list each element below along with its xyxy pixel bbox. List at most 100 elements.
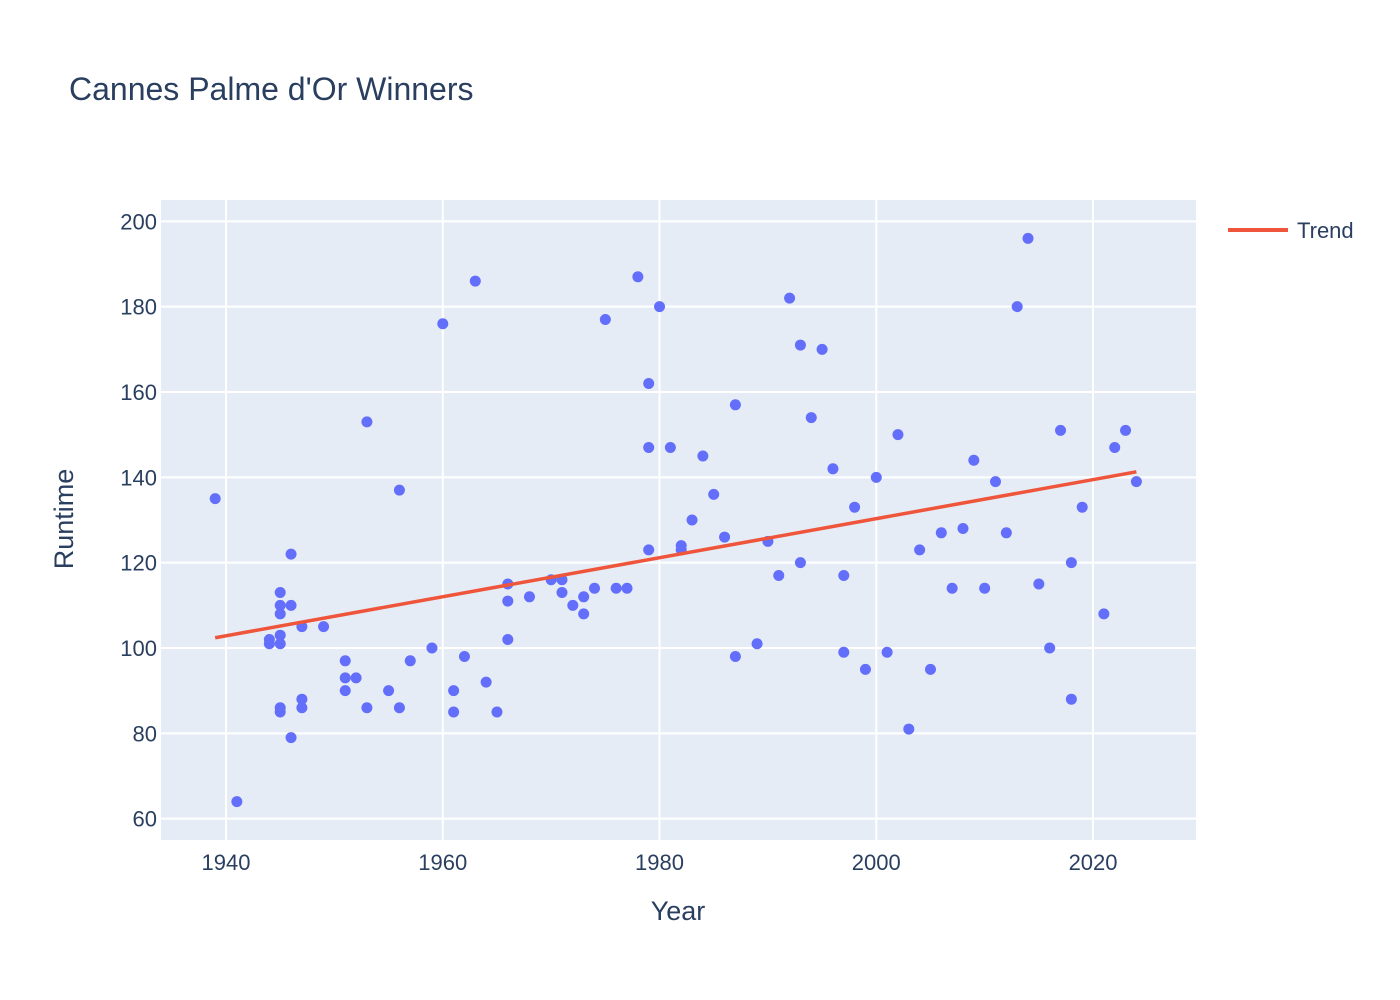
data-point bbox=[361, 416, 373, 428]
data-point bbox=[1065, 557, 1077, 569]
data-point bbox=[751, 638, 763, 650]
data-point bbox=[946, 582, 958, 594]
chart-title: Cannes Palme d'Or Winners bbox=[69, 71, 473, 107]
data-point bbox=[480, 676, 492, 688]
data-point bbox=[318, 621, 330, 633]
data-point bbox=[393, 484, 405, 496]
data-point bbox=[1033, 578, 1045, 590]
data-point bbox=[339, 655, 351, 667]
data-point bbox=[274, 587, 286, 599]
x-axis-title: Year bbox=[651, 896, 706, 926]
data-point bbox=[296, 693, 308, 705]
y-tick-label: 100 bbox=[120, 636, 157, 661]
data-point bbox=[1120, 424, 1132, 436]
data-point bbox=[1000, 527, 1012, 539]
data-point bbox=[1130, 476, 1142, 488]
data-point bbox=[285, 548, 297, 560]
data-point bbox=[383, 685, 395, 697]
x-tick-label: 1940 bbox=[202, 850, 251, 875]
data-point bbox=[589, 582, 601, 594]
data-point bbox=[1022, 232, 1034, 244]
data-point bbox=[393, 702, 405, 714]
data-point bbox=[827, 463, 839, 475]
legend-trend-label: Trend bbox=[1297, 218, 1354, 243]
data-point bbox=[458, 651, 470, 663]
data-point bbox=[567, 599, 579, 611]
data-point bbox=[404, 655, 416, 667]
plot-area bbox=[161, 200, 1196, 840]
data-point bbox=[773, 569, 785, 581]
data-point bbox=[892, 429, 904, 441]
data-point bbox=[274, 629, 286, 641]
data-point bbox=[578, 591, 590, 603]
data-point bbox=[426, 642, 438, 654]
data-point bbox=[643, 377, 655, 389]
data-point bbox=[339, 685, 351, 697]
data-point bbox=[719, 531, 731, 543]
data-point bbox=[708, 488, 720, 500]
data-point bbox=[523, 591, 535, 603]
y-axis-ticks: 60 80 100 120 140 160 180 200 bbox=[120, 209, 157, 831]
y-tick-label: 60 bbox=[133, 807, 157, 832]
data-point bbox=[881, 646, 893, 658]
data-point bbox=[209, 493, 221, 505]
data-point bbox=[686, 514, 698, 526]
data-point bbox=[805, 412, 817, 424]
data-point bbox=[556, 587, 568, 599]
data-point bbox=[990, 476, 1002, 488]
trend-line bbox=[214, 470, 1137, 640]
data-point bbox=[502, 595, 514, 607]
data-point bbox=[632, 271, 644, 283]
data-point bbox=[643, 544, 655, 556]
y-tick-label: 160 bbox=[120, 380, 157, 405]
data-point bbox=[274, 638, 286, 650]
legend[interactable]: Trend bbox=[1228, 218, 1354, 243]
data-point bbox=[350, 672, 362, 684]
data-point bbox=[296, 702, 308, 714]
data-point bbox=[274, 706, 286, 718]
data-point bbox=[859, 663, 871, 675]
data-point bbox=[1076, 501, 1088, 513]
x-tick-label: 1980 bbox=[635, 850, 684, 875]
data-point bbox=[643, 441, 655, 453]
data-point bbox=[263, 638, 275, 650]
data-point bbox=[361, 702, 373, 714]
data-point bbox=[664, 441, 676, 453]
data-point bbox=[610, 582, 622, 594]
data-point bbox=[1055, 424, 1067, 436]
data-point bbox=[924, 663, 936, 675]
data-point bbox=[794, 339, 806, 351]
data-point bbox=[838, 646, 850, 658]
data-point bbox=[274, 599, 286, 611]
x-tick-label: 1960 bbox=[418, 850, 467, 875]
data-point bbox=[979, 582, 991, 594]
data-point bbox=[870, 471, 882, 483]
data-point bbox=[1011, 301, 1023, 313]
y-axis-title: Runtime bbox=[49, 469, 79, 570]
data-point bbox=[339, 672, 351, 684]
data-point bbox=[437, 318, 449, 330]
x-axis-ticks: 1940 1960 1980 2000 2020 bbox=[202, 850, 1118, 875]
data-point bbox=[578, 608, 590, 620]
data-point bbox=[729, 651, 741, 663]
y-tick-label: 200 bbox=[120, 209, 157, 234]
y-tick-label: 80 bbox=[133, 721, 157, 746]
data-point bbox=[849, 501, 861, 513]
data-point bbox=[1098, 608, 1110, 620]
data-point bbox=[784, 292, 796, 304]
data-point bbox=[285, 732, 297, 744]
data-point bbox=[285, 599, 297, 611]
data-point bbox=[599, 313, 611, 325]
data-point bbox=[729, 399, 741, 411]
grid-lines bbox=[161, 200, 1196, 840]
y-tick-label: 180 bbox=[120, 295, 157, 320]
data-point bbox=[1065, 693, 1077, 705]
data-point bbox=[935, 527, 947, 539]
data-point bbox=[1109, 441, 1121, 453]
data-point bbox=[469, 275, 481, 287]
data-point bbox=[621, 582, 633, 594]
x-tick-label: 2020 bbox=[1069, 850, 1118, 875]
data-point bbox=[838, 569, 850, 581]
data-point bbox=[231, 796, 243, 808]
